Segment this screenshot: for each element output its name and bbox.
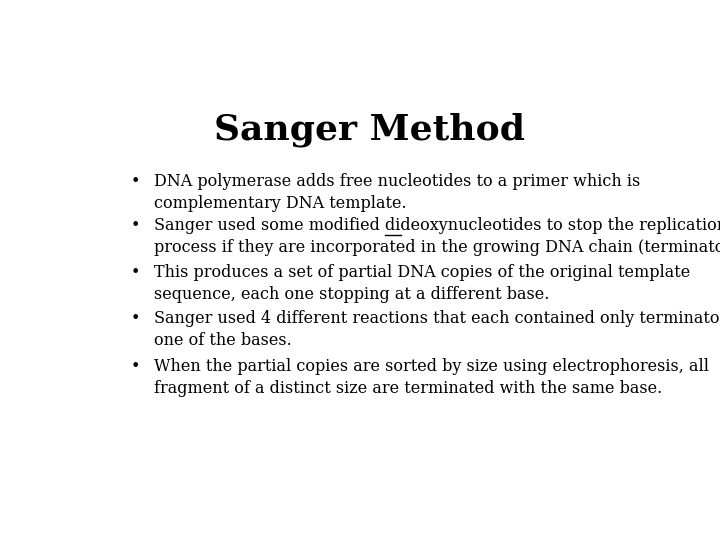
Text: fragment of a distinct size are terminated with the same base.: fragment of a distinct size are terminat… — [154, 380, 662, 396]
Text: •: • — [130, 357, 140, 375]
Text: sequence, each one stopping at a different base.: sequence, each one stopping at a differe… — [154, 286, 549, 302]
Text: complementary DNA template.: complementary DNA template. — [154, 195, 407, 212]
Text: •: • — [130, 310, 140, 327]
Text: •: • — [130, 173, 140, 190]
Text: Sanger used 4 different reactions that each contained only terminators for: Sanger used 4 different reactions that e… — [154, 310, 720, 327]
Text: DNA polymerase adds free nucleotides to a primer which is: DNA polymerase adds free nucleotides to … — [154, 173, 640, 190]
Text: When the partial copies are sorted by size using electrophoresis, all: When the partial copies are sorted by si… — [154, 357, 709, 375]
Text: one of the bases.: one of the bases. — [154, 332, 292, 349]
Text: Sanger used some modified dideoxynucleotides to stop the replication: Sanger used some modified dideoxynucleot… — [154, 217, 720, 234]
Text: This produces a set of partial DNA copies of the original template: This produces a set of partial DNA copie… — [154, 264, 690, 281]
Text: process if they are incorporated in the growing DNA chain (terminators).: process if they are incorporated in the … — [154, 239, 720, 256]
Text: •: • — [130, 264, 140, 281]
Text: •: • — [130, 217, 140, 234]
Text: Sanger Method: Sanger Method — [214, 113, 524, 147]
